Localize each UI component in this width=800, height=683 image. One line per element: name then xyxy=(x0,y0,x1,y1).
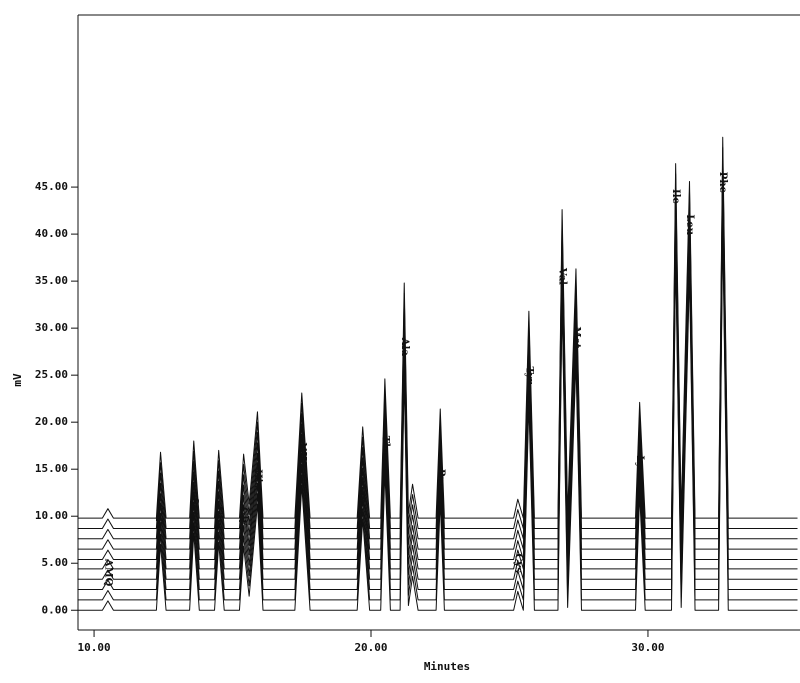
x-axis-label: Minutes xyxy=(424,660,470,673)
y-tick-label: 5.00 xyxy=(42,556,69,569)
peak-label: Leu xyxy=(684,214,695,235)
x-tick-label: 30.00 xyxy=(631,641,664,654)
peak-label: Asp xyxy=(155,503,166,524)
y-tick-label: 30.00 xyxy=(35,321,68,334)
y-tick-label: 10.00 xyxy=(35,509,68,522)
peak-label: Val xyxy=(557,267,568,285)
peak-label: Ser xyxy=(188,497,199,517)
y-tick-label: 0.00 xyxy=(42,603,69,616)
trace-line xyxy=(77,136,798,519)
peak-label: Tyr xyxy=(523,366,534,384)
y-tick-label: 15.00 xyxy=(35,462,68,475)
peak-label: Ile xyxy=(670,189,681,204)
y-tick-label: 20.00 xyxy=(35,415,68,428)
peak-label: Thr xyxy=(379,436,390,457)
peak-label: AMQ xyxy=(102,558,113,587)
peak-label: Glu xyxy=(213,506,224,526)
peak-label: Pro xyxy=(435,469,446,489)
y-tick-label: 25.00 xyxy=(35,368,68,381)
peak-label: NH3 xyxy=(296,442,307,468)
peak-label: Gly xyxy=(238,507,249,526)
y-axis-label: mV xyxy=(11,373,24,387)
peak-label: His xyxy=(252,469,263,488)
y-tick-label: 35.00 xyxy=(35,274,68,287)
peak-label: Cys xyxy=(512,554,523,574)
peak-label: Lys xyxy=(634,455,645,473)
x-tick-label: 20.00 xyxy=(354,641,387,654)
peak-label: Ala xyxy=(399,337,410,357)
x-tick-label: 10.00 xyxy=(78,641,111,654)
y-tick-label: 45.00 xyxy=(35,180,68,193)
peak-label: Met xyxy=(570,327,581,349)
peak-label: Arg xyxy=(357,482,368,503)
y-tick-label: 40.00 xyxy=(35,227,68,240)
peak-label: Phe xyxy=(717,172,728,193)
